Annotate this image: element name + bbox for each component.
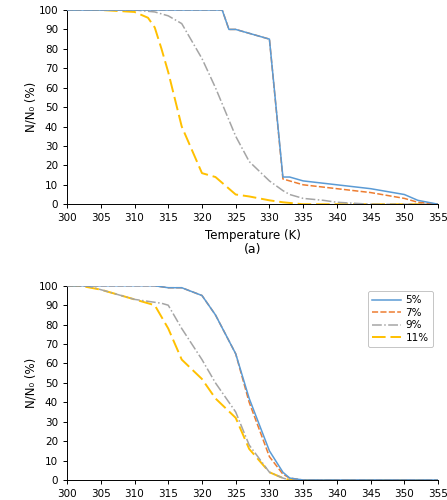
Text: (a): (a) (244, 243, 261, 256)
Y-axis label: N/N₀ (%): N/N₀ (%) (24, 82, 37, 132)
X-axis label: Temperature (K): Temperature (K) (205, 229, 300, 242)
Y-axis label: N/N₀ (%): N/N₀ (%) (24, 358, 37, 408)
Legend: 5%, 7%, 9%, 11%: 5%, 7%, 9%, 11% (368, 291, 433, 347)
